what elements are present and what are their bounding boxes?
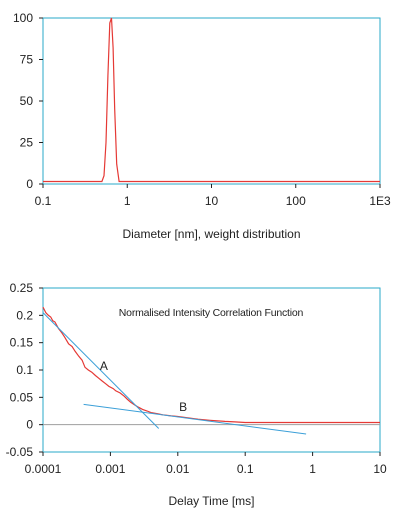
x-axis-label: Diameter [nm], weight distribution	[122, 227, 300, 241]
x-tick-label: 1E3	[369, 194, 391, 208]
y-tick-label: 0	[26, 418, 33, 432]
x-tick-label: 0.0001	[25, 462, 62, 476]
y-tick-label: 25	[20, 136, 34, 150]
y-tick-label: 0.15	[10, 336, 34, 350]
annotation-label: B	[179, 400, 187, 414]
x-tick-label: 10	[373, 462, 387, 476]
x-tick-label: 0.01	[166, 462, 190, 476]
y-tick-label: 100	[13, 11, 33, 25]
correlation-data-curve	[42, 306, 380, 424]
y-tick-label: 0.05	[10, 390, 34, 404]
x-tick-label: 1	[309, 462, 316, 476]
x-axis-label: Delay Time [ms]	[168, 494, 254, 508]
y-tick-label: 0	[26, 177, 33, 191]
y-tick-label: 0.25	[10, 281, 34, 295]
y-tick-label: 50	[20, 94, 34, 108]
y-tick-label: 0.1	[16, 363, 33, 377]
fit-line	[83, 403, 307, 435]
fit-line	[42, 312, 160, 429]
x-tick-label: 0.1	[237, 462, 254, 476]
size-distribution-chart: 0 25 50 75 100 0.1 1 10 100 1E3 Diameter [nm], we…	[13, 11, 391, 241]
y-tick-label: 0.2	[16, 308, 33, 322]
x-tick-label: 1	[124, 194, 131, 208]
plot-frame	[42, 17, 381, 185]
axis-ticks: 0 25 50 75 100 0.1 1 10 100 1E3	[13, 11, 391, 208]
chart-title: Normalised Intensity Correlation Functio…	[119, 307, 304, 319]
size-distribution-curve	[43, 17, 380, 183]
x-tick-label: 0.1	[35, 194, 52, 208]
axis-ticks: -0.05 0 0.05 0.1 0.15 0.2 0.25 0.0001 0.001 0.01 0…	[6, 281, 387, 476]
y-tick-label: -0.05	[6, 445, 34, 459]
plot-marks	[43, 17, 380, 183]
plot-marks: AB	[42, 306, 380, 435]
x-tick-label: 0.001	[95, 462, 125, 476]
x-tick-label: 100	[286, 194, 306, 208]
y-tick-label: 75	[20, 53, 34, 67]
x-tick-label: 10	[205, 194, 219, 208]
annotation-label: A	[100, 359, 108, 373]
